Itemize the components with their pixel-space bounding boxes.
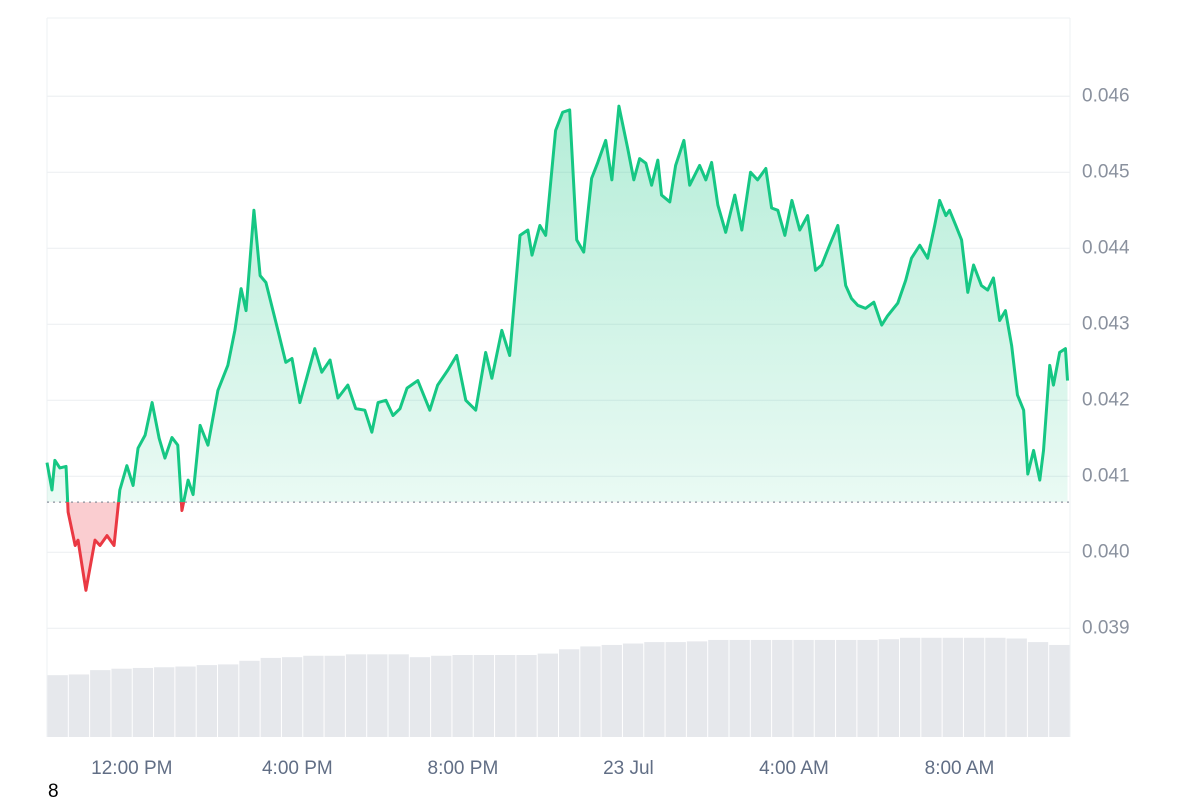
volume-bar <box>1049 644 1070 737</box>
volume-bar <box>878 639 899 737</box>
volume-bar <box>175 666 196 737</box>
volume-bar <box>260 657 281 737</box>
x-tick-label: 23 Jul <box>603 758 654 779</box>
volume-bar <box>814 639 836 737</box>
volume-bar <box>708 639 729 737</box>
volume-bar <box>218 664 239 737</box>
volume-bar <box>729 639 750 737</box>
volume-bar <box>772 639 793 737</box>
volume-bar <box>367 654 388 737</box>
volume-bar <box>324 655 345 737</box>
y-tick-label: 0.041 <box>1082 465 1130 486</box>
volume-bar <box>601 644 622 737</box>
volume-bar <box>985 637 1006 737</box>
volume-bar <box>793 639 814 737</box>
volume-bar <box>537 653 558 737</box>
volume-bar <box>516 655 537 737</box>
volume-bar <box>239 660 260 737</box>
volume-bar <box>473 655 495 737</box>
volume-bar <box>686 641 708 737</box>
volume-bar <box>1006 638 1027 737</box>
x-tick-label: 4:00 AM <box>759 758 829 779</box>
volume-bar <box>281 657 303 737</box>
volume-bar <box>665 642 686 737</box>
y-tick-label: 0.045 <box>1082 161 1130 182</box>
volume-bar <box>1027 642 1049 737</box>
volume-bar <box>47 675 68 737</box>
volume-bar <box>559 649 580 737</box>
plot-layer <box>45 104 1070 592</box>
volume-bar <box>750 639 772 737</box>
volume-bar <box>644 642 665 737</box>
volume-bar <box>90 670 111 737</box>
volume-bar <box>942 637 963 737</box>
volume-bar <box>154 667 175 737</box>
y-tick-label: 0.040 <box>1082 541 1130 562</box>
volume-bar <box>68 674 90 737</box>
x-tick-label: 4:00 PM <box>262 758 333 779</box>
volume-bar <box>303 655 324 737</box>
volume-bar <box>622 643 644 737</box>
x-tick-label: 8:00 PM <box>428 758 499 779</box>
area-up <box>47 106 1068 503</box>
y-tick-label: 0.039 <box>1082 617 1130 638</box>
y-tick-label: 0.042 <box>1082 389 1130 410</box>
volume-bar <box>132 667 154 737</box>
volume-bar <box>495 655 516 737</box>
volume-bar <box>431 655 452 737</box>
y-tick-label: 0.046 <box>1082 85 1130 106</box>
x-tick-label: 12:00 PM <box>91 758 172 779</box>
volume-bar <box>900 637 921 737</box>
volume-bar <box>580 646 601 737</box>
y-tick-label: 0.043 <box>1082 313 1130 334</box>
volume-bar <box>857 639 878 737</box>
volume-bar <box>963 637 985 737</box>
volume-bar <box>388 654 409 737</box>
x-tick-label: 8:00 AM <box>925 758 995 779</box>
footnote: 8 <box>48 781 59 800</box>
volume-bar <box>345 654 367 737</box>
y-tick-label: 0.044 <box>1082 237 1130 258</box>
volume-bar <box>111 668 132 737</box>
volume-bar <box>409 657 431 737</box>
label-layer: 0.039 0.040 0.041 0.042 0.043 0.044 0.045 0.046… <box>91 85 1130 779</box>
price-line-up <box>45 104 1070 503</box>
volume-layer <box>47 637 1070 737</box>
volume-bar <box>836 639 857 737</box>
volume-bar <box>196 665 217 737</box>
volume-bar <box>921 637 942 737</box>
volume-bar <box>452 655 473 737</box>
